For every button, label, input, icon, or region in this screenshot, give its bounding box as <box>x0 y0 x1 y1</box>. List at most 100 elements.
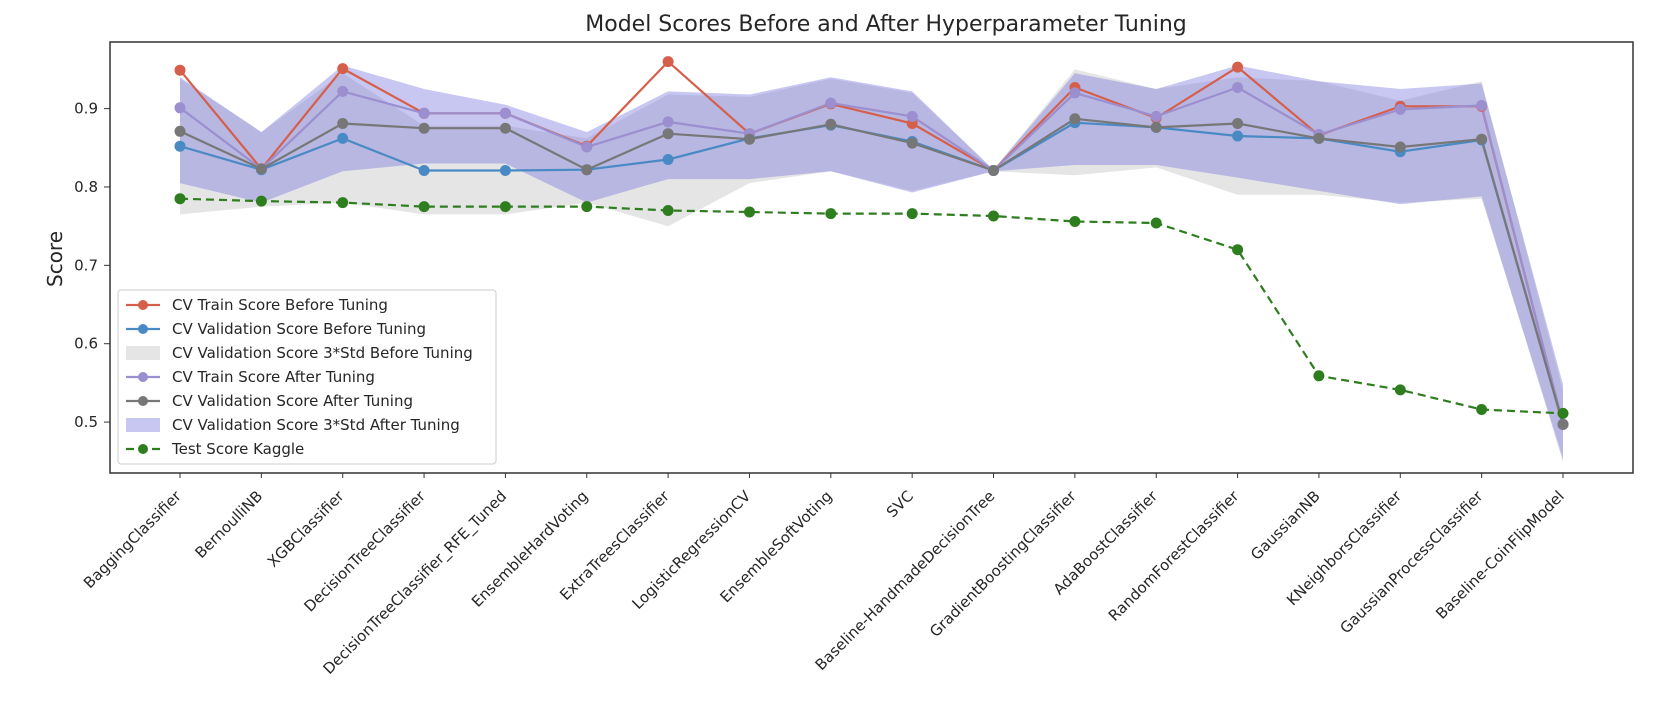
point-cv-validation-score-before-tuning <box>662 154 674 165</box>
y-tick-label: 0.8 <box>74 178 98 196</box>
line-cv-train-score-after-tuning <box>179 86 1565 425</box>
point-cv-validation-score-after-tuning <box>1476 133 1488 145</box>
plot-frame <box>109 41 1634 474</box>
point-cv-validation-score-after-tuning <box>988 165 999 176</box>
point-cv-validation-score-after-tuning <box>499 122 511 134</box>
legend-item-cv-validation-score-after-tuning: CV Validation Score After Tuning <box>126 392 413 410</box>
point-test-score-kaggle <box>825 208 837 220</box>
x-tick-label: XGBClassifier <box>264 487 348 571</box>
point-cv-train-score-after-tuning <box>1069 87 1081 99</box>
chart-title: Model Scores Before and After Hyperparam… <box>585 12 1187 37</box>
x-tick-label: GaussianNB <box>1247 487 1324 564</box>
point-test-score-kaggle <box>337 197 349 209</box>
point-cv-validation-score-after-tuning <box>1232 118 1244 129</box>
point-cv-train-score-before-tuning <box>337 63 349 75</box>
legend-marker <box>138 396 148 406</box>
legend-item-cv-validation-score-3-std-before-tuning: CV Validation Score 3*Std Before Tuning <box>126 344 473 362</box>
legend-label: CV Validation Score 3*Std After Tuning <box>172 416 460 434</box>
point-test-score-kaggle <box>499 201 511 213</box>
point-test-score-kaggle <box>1476 404 1488 415</box>
legend-item-cv-validation-score-3-std-after-tuning: CV Validation Score 3*Std After Tuning <box>126 416 460 434</box>
point-test-score-kaggle <box>418 201 430 213</box>
point-cv-validation-score-after-tuning <box>825 118 837 130</box>
legend-label: CV Train Score After Tuning <box>172 368 375 386</box>
point-test-score-kaggle <box>988 210 999 222</box>
y-tick-label: 0.9 <box>74 100 98 118</box>
point-cv-validation-score-after-tuning <box>1069 113 1081 125</box>
legend-box <box>117 289 497 465</box>
point-cv-validation-score-before-tuning <box>1232 130 1244 142</box>
legend-label: Test Score Kaggle <box>171 440 304 458</box>
x-tick-label: GradientBoostingClassifier <box>926 487 1080 641</box>
point-cv-validation-score-before-tuning <box>418 165 430 176</box>
x-tick-label: BernoulliNB <box>191 487 266 562</box>
point-test-score-kaggle <box>581 201 593 213</box>
point-test-score-kaggle <box>662 205 674 216</box>
x-tick-label: SVC <box>883 487 917 521</box>
x-tick-label: GaussianProcessClassifier <box>1336 487 1487 638</box>
y-axis: 0.5 0.6 0.7 0.8 0.9 <box>74 100 110 431</box>
point-cv-validation-score-after-tuning <box>255 163 267 175</box>
legend: CV Train Score Before Tuning CV Validatio… <box>117 289 497 465</box>
point-test-score-kaggle <box>1313 370 1325 382</box>
x-tick-label: BaggingClassifier <box>80 487 185 592</box>
legend-item-cv-validation-score-before-tuning: CV Validation Score Before Tuning <box>126 320 426 338</box>
point-cv-validation-score-after-tuning <box>1150 121 1162 133</box>
point-cv-validation-score-after-tuning <box>418 122 430 134</box>
point-cv-train-score-after-tuning <box>906 110 918 122</box>
point-cv-train-score-after-tuning <box>337 85 349 97</box>
y-tick-label: 0.6 <box>74 335 98 353</box>
legend-marker <box>138 300 148 310</box>
confidence-bands <box>180 65 1563 462</box>
y-tick-label: 0.7 <box>74 256 98 274</box>
point-cv-train-score-before-tuning <box>174 64 186 76</box>
point-cv-train-score-after-tuning <box>662 116 674 128</box>
point-test-score-kaggle <box>174 193 186 205</box>
band-cv-validation-score-3-std-after-tuning <box>180 65 1563 462</box>
legend-item-test-score-kaggle: Test Score Kaggle <box>126 440 304 458</box>
legend-item-cv-train-score-before-tuning: CV Train Score Before Tuning <box>126 296 388 314</box>
point-test-score-kaggle <box>1150 217 1162 229</box>
x-tick-label: RandomForestClassifier <box>1105 487 1243 625</box>
point-cv-train-score-after-tuning <box>1476 100 1488 111</box>
point-test-score-kaggle <box>1069 216 1081 227</box>
point-cv-train-score-after-tuning <box>581 141 593 153</box>
point-cv-train-score-after-tuning <box>825 97 837 109</box>
legend-label: CV Validation Score After Tuning <box>172 392 413 410</box>
point-cv-train-score-after-tuning <box>1150 110 1162 122</box>
point-test-score-kaggle <box>1232 244 1244 256</box>
legend-swatch <box>126 418 160 432</box>
point-cv-train-score-before-tuning <box>662 56 674 68</box>
series-points <box>174 56 1569 430</box>
series-lines <box>179 60 1565 425</box>
point-cv-train-score-after-tuning <box>1394 103 1406 115</box>
point-cv-validation-score-after-tuning <box>1313 132 1325 144</box>
line-test-score-kaggle <box>179 197 1564 415</box>
point-cv-validation-score-after-tuning <box>906 137 918 149</box>
point-cv-validation-score-before-tuning <box>174 140 186 152</box>
band-cv-validation-score-3-std-before-tuning <box>180 69 1563 458</box>
point-cv-validation-score-after-tuning <box>174 125 186 137</box>
point-cv-train-score-after-tuning <box>174 102 186 114</box>
point-cv-validation-score-after-tuning <box>1394 141 1406 153</box>
point-cv-train-score-after-tuning <box>499 107 511 119</box>
point-cv-validation-score-after-tuning <box>337 118 349 129</box>
point-test-score-kaggle <box>255 195 267 207</box>
point-cv-train-score-after-tuning <box>1232 82 1244 93</box>
point-test-score-kaggle <box>744 206 755 218</box>
x-tick-label: Baseline-HandmadeDecisionTree <box>812 487 999 674</box>
point-test-score-kaggle <box>1394 384 1406 396</box>
legend-marker <box>138 324 148 334</box>
point-cv-validation-score-after-tuning <box>662 128 674 140</box>
y-axis-label: Score <box>43 231 67 287</box>
line-cv-validation-score-after-tuning <box>179 117 1565 425</box>
x-axis: BaggingClassifier BernoulliNBXGBClassifie… <box>80 473 1568 679</box>
point-cv-validation-score-after-tuning <box>744 133 755 145</box>
point-cv-validation-score-before-tuning <box>499 165 511 176</box>
legend-marker <box>138 444 148 454</box>
point-cv-validation-score-after-tuning <box>581 164 593 176</box>
point-test-score-kaggle <box>906 208 918 220</box>
point-cv-validation-score-after-tuning <box>1557 418 1569 430</box>
legend-label: CV Validation Score 3*Std Before Tuning <box>172 344 473 362</box>
